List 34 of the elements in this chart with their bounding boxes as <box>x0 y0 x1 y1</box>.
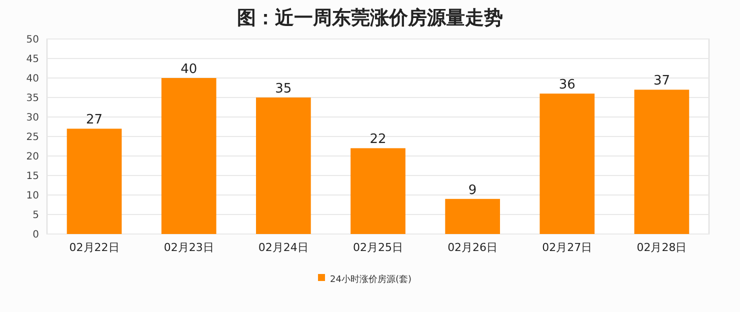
x-tick-label: 02月24日 <box>258 241 308 254</box>
legend-label: 24小时涨价房源(套) <box>330 274 412 285</box>
data-label: 36 <box>558 78 576 93</box>
data-label: 9 <box>468 182 477 198</box>
y-tick-label: 20 <box>26 152 39 162</box>
bar <box>66 128 122 234</box>
y-tick-label: 10 <box>26 190 39 202</box>
y-tick-label: 50 <box>26 34 39 46</box>
chart-title: 图：近一周东莞涨价房源量走势 <box>237 7 503 29</box>
x-tick-label: 02月26日 <box>448 241 498 254</box>
y-tick-label: 0 <box>32 230 39 240</box>
y-tick-label: 15 <box>26 171 39 182</box>
data-label: 27 <box>86 112 103 128</box>
data-label: 40 <box>180 62 198 77</box>
data-label: 22 <box>370 132 386 148</box>
y-tick-label: 35 <box>26 93 39 104</box>
x-tick-label: 02月22日 <box>69 241 120 254</box>
x-tick-label: 02月23日 <box>164 241 214 254</box>
data-label: 35 <box>275 82 292 96</box>
bar <box>256 98 311 234</box>
x-tick-label: 02月25日 <box>353 241 403 254</box>
x-tick-label: 02月28日 <box>636 241 687 254</box>
bar <box>350 148 406 234</box>
bar <box>161 78 216 234</box>
y-tick-label: 25 <box>26 132 39 143</box>
y-tick-label: 5 <box>32 210 39 221</box>
y-tick-label: 30 <box>26 112 39 124</box>
bar <box>445 198 500 234</box>
y-tick-label: 40 <box>26 74 39 84</box>
y-tick-label: 45 <box>26 54 39 65</box>
x-tick-label: 02月27日 <box>542 241 592 254</box>
bar <box>634 90 690 234</box>
bar <box>540 94 595 234</box>
data-label: 37 <box>653 74 670 89</box>
